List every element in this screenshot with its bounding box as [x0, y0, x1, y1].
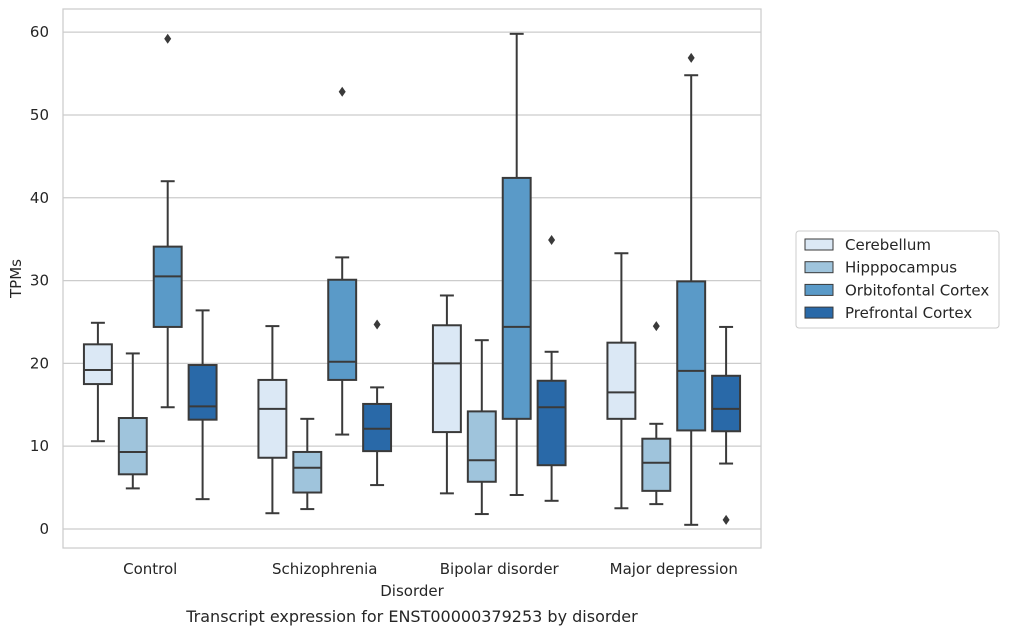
chart-caption: Transcript expression for ENST0000037925… [185, 607, 638, 626]
box-iqr [431, 324, 462, 434]
box-iqr [536, 379, 567, 467]
x-tick-label: Schizophrenia [272, 560, 377, 578]
box-orbitofontal-cortex-1 [327, 86, 358, 436]
outlier-point [687, 52, 695, 63]
legend-entry-label: Orbitofontal Cortex [845, 281, 989, 299]
box-iqr [327, 278, 358, 381]
box-hipppocampus-1 [292, 417, 323, 511]
y-tick-label: 50 [30, 106, 49, 124]
box-orbitofontal-cortex-2 [501, 32, 532, 497]
y-tick-label: 0 [39, 520, 49, 538]
box-iqr [292, 450, 323, 494]
boxes [82, 32, 742, 526]
legend-swatch [804, 306, 834, 319]
outlier-point [373, 319, 381, 330]
box-orbitofontal-cortex-0 [152, 33, 183, 409]
box-iqr [257, 378, 288, 459]
outlier-point [164, 33, 172, 44]
x-axis-ticks: Control Schizophrenia Bipolar disorder Majo… [123, 560, 738, 578]
box-iqr [641, 437, 672, 492]
y-tick-label: 20 [30, 354, 49, 372]
box-iqr [187, 364, 218, 421]
box-cerebellum-3 [606, 252, 637, 510]
box-prefrontal-cortex-3 [711, 325, 742, 525]
outlier-point [338, 86, 346, 97]
y-tick-label: 10 [30, 437, 49, 455]
box-iqr [501, 176, 532, 420]
outlier-point [722, 514, 730, 525]
box-iqr [117, 417, 148, 476]
y-tick-label: 60 [30, 23, 49, 41]
y-axis-ticks: 0 10 20 30 40 50 60 [30, 23, 49, 538]
y-tick-label: 30 [30, 272, 49, 290]
x-tick-label: Major depression [610, 560, 738, 578]
legend-swatch [804, 238, 834, 251]
x-axis-label: Disorder [380, 582, 444, 600]
x-tick-label: Control [123, 560, 177, 578]
box-cerebellum-1 [257, 325, 288, 515]
legend-entry-label: Prefrontal Cortex [845, 304, 972, 322]
legend-entry-label: Hipppocampus [845, 259, 957, 277]
legend: Cerebellum Hipppocampus Orbitofontal Corte… [795, 230, 1000, 329]
box-iqr [466, 410, 497, 483]
box-prefrontal-cortex-1 [362, 319, 393, 487]
legend-swatch [804, 283, 834, 296]
box-iqr [711, 374, 742, 433]
box-orbitofontal-cortex-3 [676, 52, 707, 526]
box-hipppocampus-0 [117, 352, 148, 490]
x-tick-label: Bipolar disorder [440, 560, 560, 578]
legend-entry-label: Cerebellum [845, 236, 931, 254]
box-prefrontal-cortex-0 [187, 309, 218, 501]
box-iqr [82, 343, 113, 386]
box-hipppocampus-3 [641, 321, 672, 506]
box-prefrontal-cortex-2 [536, 235, 567, 502]
box-iqr [606, 341, 637, 420]
box-iqr [676, 280, 707, 432]
box-cerebellum-2 [431, 294, 462, 495]
box-cerebellum-0 [82, 321, 113, 443]
legend-frame [795, 230, 1000, 329]
box-hipppocampus-2 [466, 339, 497, 516]
y-axis-label: TPMs [7, 259, 25, 299]
plot-area-frame [62, 8, 762, 549]
legend-swatch [804, 261, 834, 274]
outlier-point [548, 235, 556, 245]
y-tick-label: 40 [30, 189, 49, 207]
outlier-point [652, 321, 660, 332]
box-iqr [152, 245, 183, 328]
box-iqr [362, 402, 393, 453]
